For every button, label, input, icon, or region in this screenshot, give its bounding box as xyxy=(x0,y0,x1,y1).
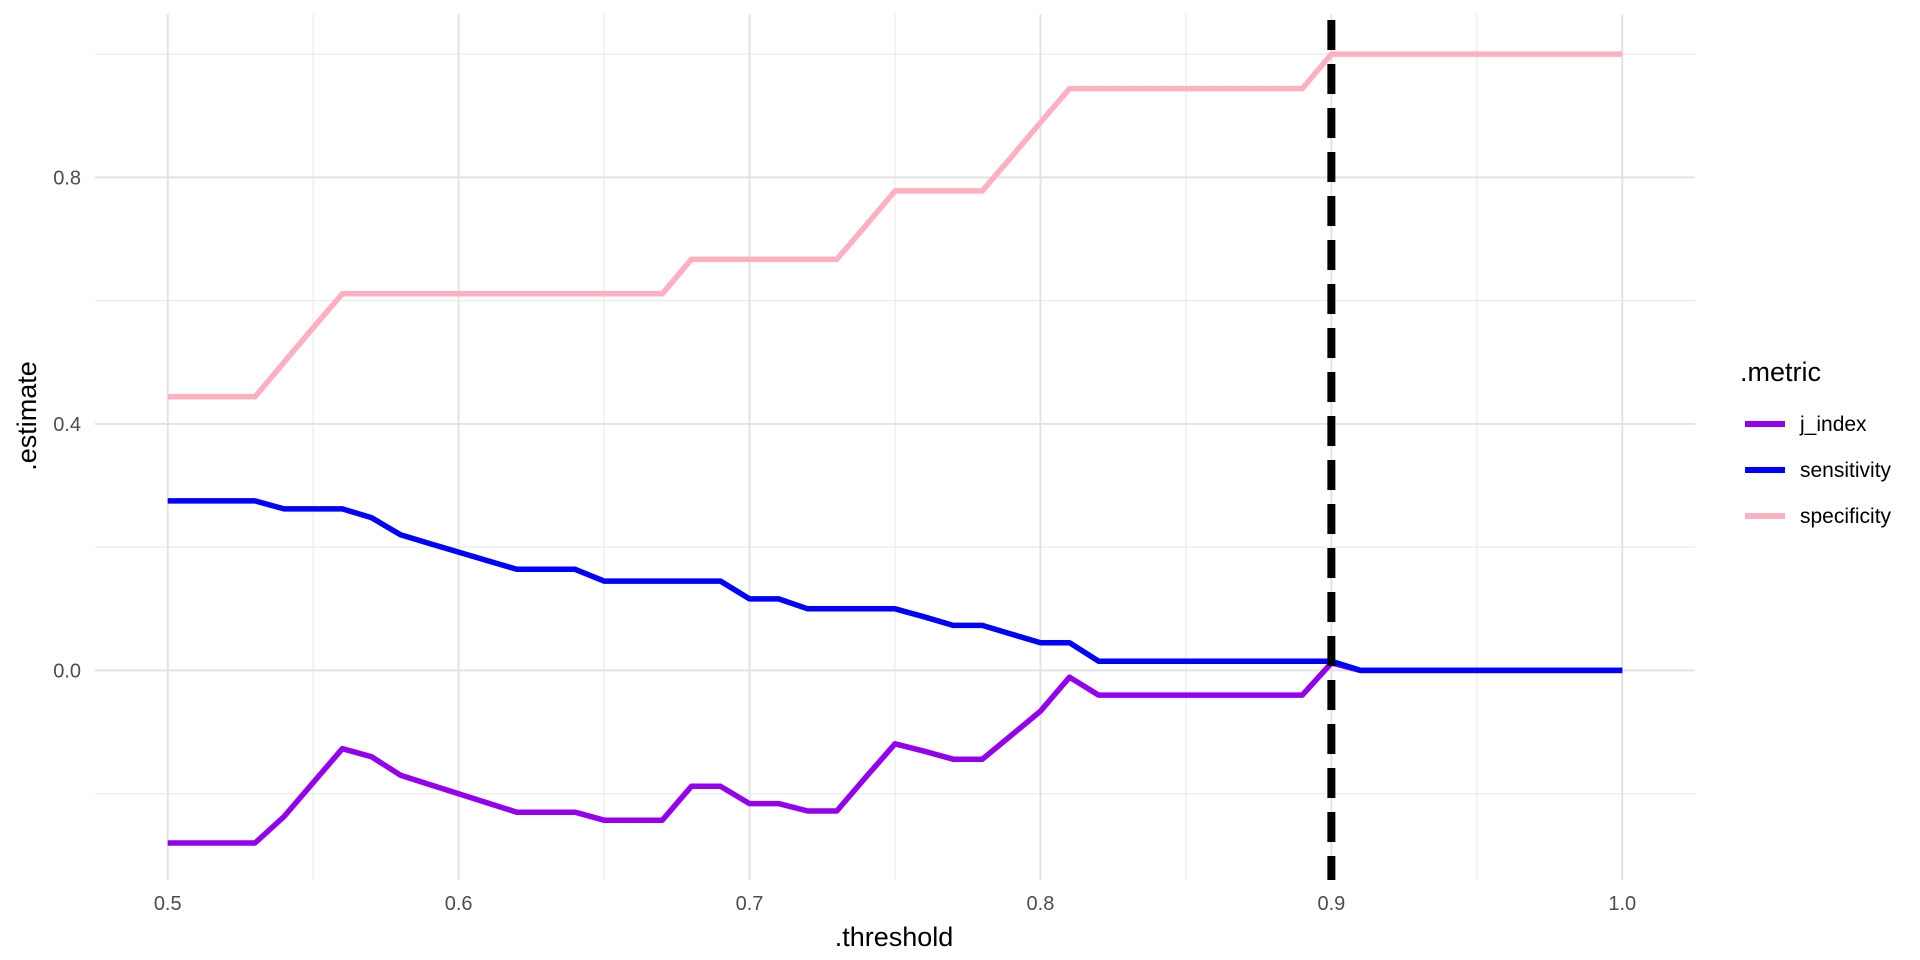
legend-label-sensitivity: sensitivity xyxy=(1800,459,1892,482)
x-tick-label: 0.9 xyxy=(1317,893,1345,915)
x-tick-label: 1.0 xyxy=(1608,893,1636,915)
legend-label-specificity: specificity xyxy=(1800,505,1892,528)
x-axis-title: .threshold xyxy=(835,922,954,952)
x-tick-label: 0.8 xyxy=(1027,893,1055,915)
legend-title: .metric xyxy=(1740,357,1821,387)
y-tick-label: 0.0 xyxy=(53,660,81,682)
x-tick-label: 0.7 xyxy=(736,893,764,915)
legend-items: j_index sensitivity specificity xyxy=(1745,413,1892,528)
x-tick-label: 0.6 xyxy=(445,893,473,915)
x-axis-ticks: 0.5 0.6 0.7 0.8 0.9 1.0 xyxy=(154,893,1636,915)
series-lines xyxy=(167,51,1623,846)
series-line-specificity xyxy=(167,51,1623,400)
y-tick-label: 0.8 xyxy=(53,167,81,189)
plot-panel xyxy=(95,14,1695,880)
y-axis-ticks: 0.0 0.4 0.8 xyxy=(53,167,81,682)
minor-gridlines xyxy=(95,14,1695,880)
y-axis-title: .estimate xyxy=(12,361,42,471)
series-line-sensitivity xyxy=(167,498,1623,674)
y-tick-label: 0.4 xyxy=(53,414,81,436)
legend-label-j_index: j_index xyxy=(1799,413,1867,436)
legend: .metric j_index sensitivity specificity xyxy=(1740,357,1892,528)
x-tick-label: 0.5 xyxy=(154,893,182,915)
